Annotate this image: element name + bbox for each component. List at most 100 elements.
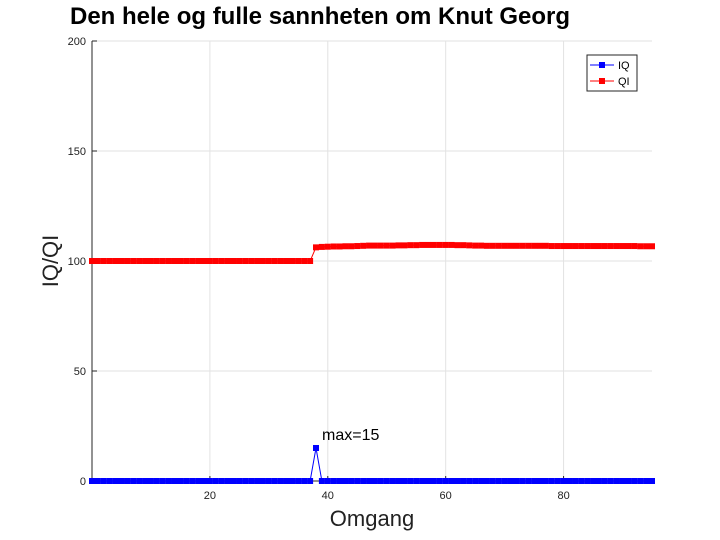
series-qi (89, 241, 655, 264)
data-point (584, 243, 591, 250)
data-point (584, 478, 591, 484)
data-point (525, 242, 532, 249)
legend-item-iq: IQ (590, 60, 630, 72)
data-point (189, 258, 196, 264)
data-point (377, 242, 384, 249)
legend-item-qi: QI (590, 76, 630, 88)
data-point (572, 243, 579, 250)
data-point (460, 478, 467, 484)
data-point (112, 258, 119, 264)
data-point (625, 478, 632, 484)
data-point (259, 478, 266, 484)
data-point (94, 258, 101, 264)
data-point (578, 478, 585, 484)
data-point (595, 243, 602, 250)
data-point (595, 478, 602, 484)
data-point (206, 258, 213, 264)
data-point (360, 478, 367, 484)
data-point (206, 478, 213, 484)
y-tick-label: 150 (68, 146, 86, 158)
data-point (566, 478, 573, 484)
data-point (478, 478, 485, 484)
data-point (313, 244, 319, 251)
data-point (537, 478, 543, 484)
data-point (165, 258, 172, 264)
data-point (537, 242, 543, 249)
data-point (124, 258, 131, 264)
data-point (643, 243, 650, 250)
data-point (201, 478, 207, 484)
data-point (318, 243, 325, 250)
data-point (389, 242, 396, 249)
data-point (153, 258, 160, 264)
data-point (419, 241, 426, 248)
data-point (466, 478, 473, 484)
y-tick-label: 100 (68, 256, 86, 268)
data-point (236, 478, 243, 484)
data-point (342, 243, 349, 250)
data-point (413, 242, 420, 249)
data-point (448, 241, 455, 248)
data-point (389, 478, 396, 484)
data-point (513, 242, 520, 249)
y-tick-label: 50 (74, 366, 86, 378)
data-point (89, 258, 95, 264)
y-tick-label: 200 (68, 36, 86, 48)
data-point (419, 478, 426, 484)
data-point (301, 478, 308, 484)
legend-label: QI (618, 76, 630, 88)
data-point (283, 478, 290, 484)
data-point (507, 242, 514, 249)
data-point (649, 243, 655, 250)
x-tick-label: 60 (440, 490, 452, 502)
data-point (330, 478, 337, 484)
data-point (442, 241, 449, 248)
data-point (271, 258, 278, 264)
legend-label: IQ (618, 60, 630, 72)
data-point (548, 478, 555, 484)
series-layer (89, 241, 655, 484)
data-point (248, 478, 255, 484)
data-point (177, 258, 184, 264)
legend: IQ QI (586, 54, 638, 92)
data-point (248, 258, 255, 264)
data-point (436, 241, 443, 248)
data-point (201, 258, 207, 264)
data-point (254, 478, 261, 484)
data-point (366, 242, 373, 249)
data-point (289, 478, 296, 484)
data-point (242, 258, 249, 264)
data-point (383, 478, 390, 484)
data-point (118, 478, 125, 484)
x-tick-label: 20 (204, 490, 216, 502)
data-point (472, 478, 479, 484)
data-point (542, 242, 549, 249)
data-point (548, 243, 555, 250)
data-point (348, 243, 355, 250)
data-point (601, 243, 608, 250)
data-point (313, 445, 319, 451)
data-point (513, 478, 520, 484)
data-point (136, 478, 143, 484)
data-point (171, 258, 178, 264)
data-point (171, 478, 178, 484)
data-point (89, 478, 95, 484)
data-point (283, 258, 290, 264)
data-point (324, 478, 331, 484)
data-point (236, 258, 243, 264)
data-point (619, 243, 626, 250)
data-point (466, 242, 473, 249)
data-point (159, 478, 166, 484)
data-point (277, 258, 284, 264)
data-point (454, 242, 461, 249)
y-tick-label: 0 (80, 476, 86, 488)
x-tick-label: 40 (322, 490, 334, 502)
data-point (265, 478, 272, 484)
data-point (483, 478, 490, 484)
data-point (395, 478, 402, 484)
data-point (607, 243, 614, 250)
data-point (436, 478, 443, 484)
data-point (413, 478, 420, 484)
data-point (100, 478, 107, 484)
